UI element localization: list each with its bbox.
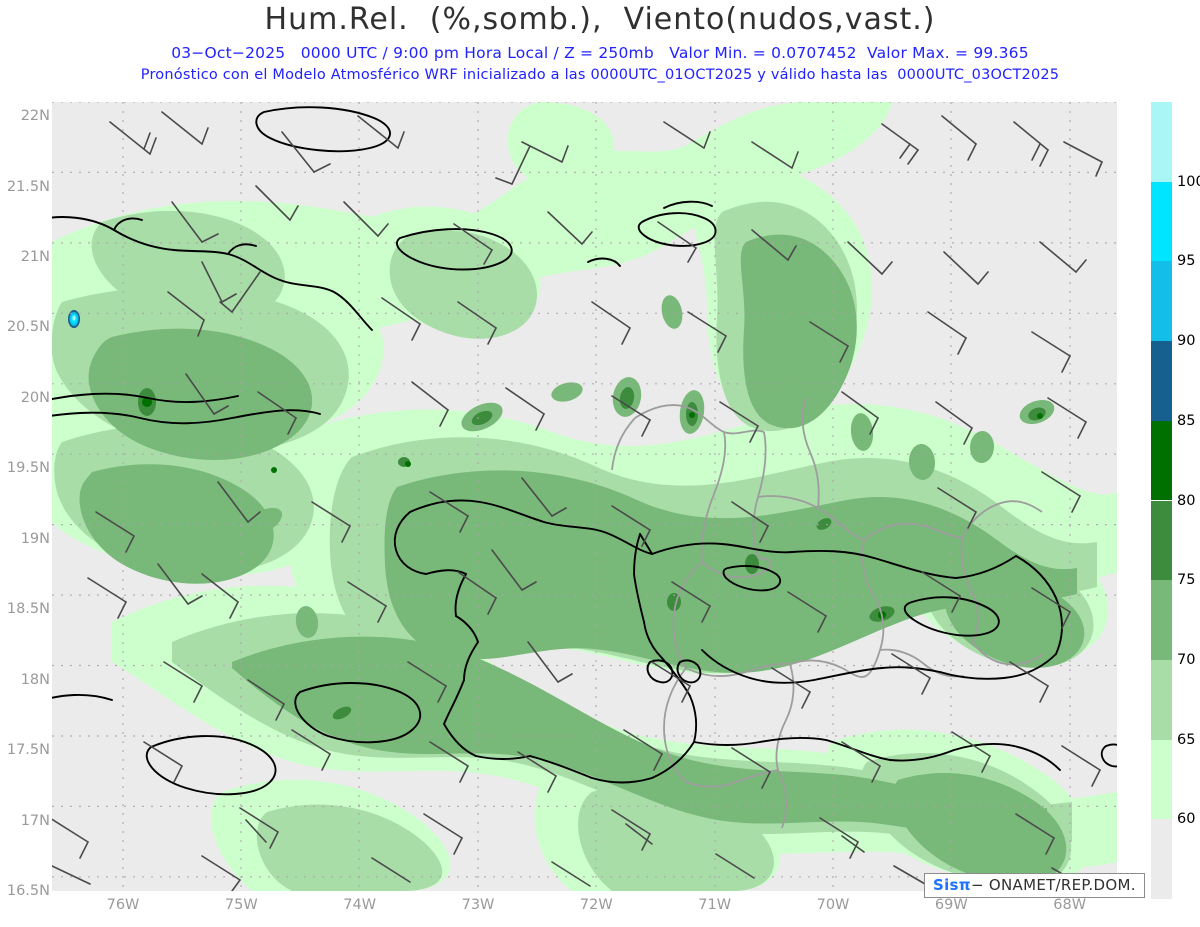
colorbar-segment (1151, 580, 1172, 660)
colorbar-tick-label: 65 (1177, 731, 1196, 748)
colorbar-tick-label: 75 (1177, 572, 1196, 589)
y-axis-tick-label: 18N (20, 671, 50, 688)
x-axis-tick-label: 72W (579, 897, 613, 913)
x-axis-tick-label: 70W (816, 897, 850, 913)
x-axis-tick-label: 69W (934, 897, 968, 913)
logo-pi-icon: π (958, 876, 971, 894)
y-axis-tick-label: 17N (20, 812, 50, 829)
logo-agency-text: − ONAMET/REP.DOM. (970, 876, 1136, 894)
colorbar-tick-label: 70 (1177, 651, 1196, 668)
y-axis-tick-label: 20.5N (6, 319, 50, 336)
colorbar-segment (1151, 739, 1172, 820)
subtitle-line-2: Pronóstico con el Modelo Atmosférico WRF… (140, 67, 1060, 83)
page-title: Hum.Rel. (%,somb.), Viento(nudos,vast.) (264, 2, 936, 37)
coastlines (52, 106, 1117, 796)
colorbar-segment (1151, 659, 1172, 740)
y-axis-tick-label: 21.5N (6, 178, 50, 195)
y-axis-tick-label: 19N (20, 530, 50, 547)
colorbar-tick-label: 60 (1177, 811, 1196, 828)
x-axis-tick-label: 68W (1053, 897, 1087, 913)
x-axis-tick-label: 73W (461, 897, 495, 913)
colorbar-segment (1151, 341, 1172, 421)
colorbar-tick-label: 80 (1177, 492, 1196, 509)
y-axis-tick-label: 16.5N (6, 883, 50, 899)
colorbar-tick-label: 95 (1177, 253, 1196, 270)
colorbar-segment (1151, 181, 1172, 262)
weather-map-svg (52, 102, 1117, 891)
colorbar-segment (1151, 420, 1172, 501)
logo-sis-text: Sis (933, 876, 959, 894)
colorbar-segment (1151, 500, 1172, 581)
colorbar[interactable] (1151, 102, 1172, 899)
colorbar-tick-label: 90 (1177, 333, 1196, 350)
y-axis-tick-label: 22N (20, 108, 50, 125)
y-axis-tick-label: 21N (20, 248, 50, 265)
colorbar-tick-label: 100 (1177, 173, 1200, 190)
map-grid (52, 102, 1117, 891)
colorbar-tick-label: 85 (1177, 412, 1196, 429)
x-axis-tick-label: 75W (224, 897, 258, 913)
y-axis-tick-label: 18.5N (6, 601, 50, 618)
wind-barbs (52, 111, 1103, 891)
colorbar-segment (1151, 819, 1172, 899)
colorbar-segment (1151, 102, 1172, 182)
y-axis-tick-label: 20N (20, 389, 50, 406)
attribution-logo: Sisπ− ONAMET/REP.DOM. (924, 873, 1145, 898)
x-axis-tick-label: 74W (343, 897, 377, 913)
x-axis-tick-label: 76W (106, 897, 140, 913)
x-axis-tick-label: 71W (698, 897, 732, 913)
subtitle-line-1: 03−Oct−2025 0000 UTC / 9:00 pm Hora Loca… (171, 44, 1029, 62)
map-plot-area[interactable] (52, 102, 1117, 891)
colorbar-segment (1151, 261, 1172, 342)
y-axis-tick-label: 17.5N (6, 742, 50, 759)
y-axis-tick-label: 19.5N (6, 460, 50, 477)
